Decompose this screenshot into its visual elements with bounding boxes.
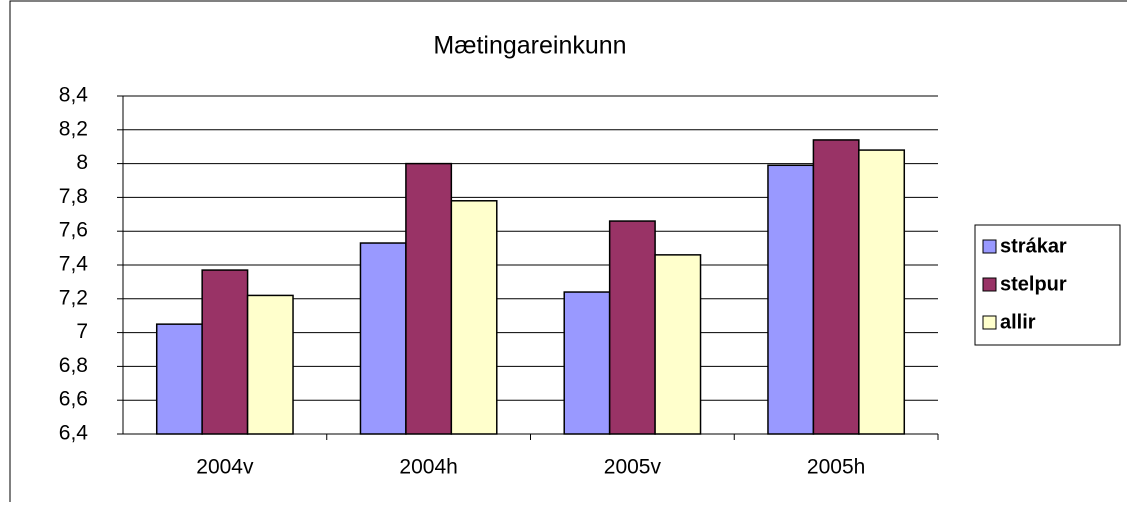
- y-tick-label: 8: [76, 151, 88, 174]
- y-tick-label: 8,4: [59, 84, 89, 107]
- x-tick-label: 2005v: [604, 456, 662, 479]
- bar: [450, 200, 498, 435]
- legend-label: stelpur: [1000, 273, 1067, 295]
- y-tick-label: 6,8: [59, 354, 88, 377]
- y-tick-label: 7,2: [59, 286, 88, 309]
- bar: [812, 139, 860, 435]
- x-tick-label: 2005h: [807, 456, 865, 479]
- bar: [359, 242, 407, 435]
- bar: [405, 162, 453, 435]
- legend-swatch: [982, 315, 997, 330]
- bar: [654, 254, 702, 435]
- y-tick-label: 7: [76, 320, 88, 343]
- bar: [246, 294, 294, 435]
- legend-swatch: [982, 239, 997, 254]
- bar: [563, 291, 611, 435]
- x-tick-label: 2004v: [196, 456, 254, 479]
- y-tick-label: 6,6: [59, 388, 88, 411]
- y-tick-label: 7,8: [59, 185, 88, 208]
- x-tick-label: 2004h: [399, 456, 457, 479]
- y-tick-label: 7,6: [59, 219, 88, 242]
- bar: [767, 164, 815, 435]
- legend-label: strákar: [1000, 235, 1067, 257]
- legend-box: [974, 224, 1121, 346]
- legend-swatch: [982, 277, 997, 292]
- legend-label: allir: [1000, 311, 1036, 333]
- y-tick-label: 6,4: [59, 422, 89, 445]
- y-tick-label: 7,4: [59, 253, 89, 276]
- chart-title: Mætingareinkunn: [433, 32, 626, 60]
- bar: [858, 149, 906, 435]
- bar: [201, 269, 249, 435]
- bar: [608, 220, 656, 435]
- bar: [155, 323, 203, 435]
- y-tick-label: 8,2: [59, 117, 88, 140]
